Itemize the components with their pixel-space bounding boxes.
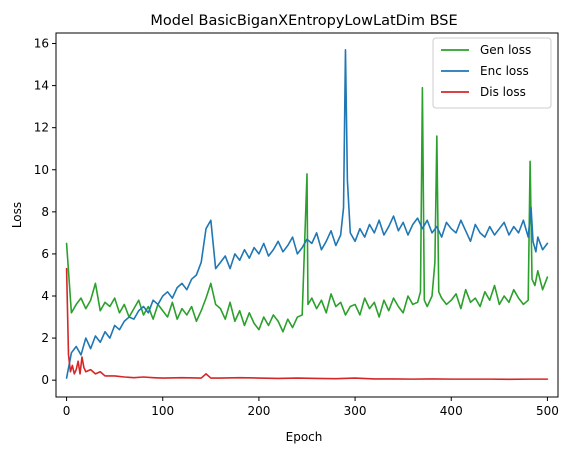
legend: Gen loss Enc loss Dis loss: [432, 37, 552, 109]
chart-title: Model BasicBiganXEntropyLowLatDim BSE: [150, 13, 457, 29]
legend-label: Enc loss: [480, 64, 529, 78]
plot-frame: [55, 32, 559, 398]
y-axis-ticks: 0 2 4 6 8 10 12 14 16: [34, 37, 56, 387]
x-tick-label: 300: [344, 404, 367, 418]
legend-entries: Gen loss Enc loss Dis loss: [441, 43, 531, 99]
x-tick-label: 0: [63, 404, 71, 418]
y-tick-label: 4: [41, 289, 49, 303]
x-tick-label: 100: [151, 404, 174, 418]
legend-label: Dis loss: [480, 85, 526, 99]
x-tick-label: 200: [247, 404, 270, 418]
x-axis-ticks: 0 100 200 300 400 500: [63, 397, 559, 418]
series-line-enc-loss: [65, 49, 549, 379]
y-tick-label: 14: [34, 79, 49, 93]
legend-label: Gen loss: [480, 43, 531, 57]
series-line-dis-loss: [65, 267, 549, 381]
y-tick-label: 0: [41, 373, 49, 387]
y-tick-label: 12: [34, 121, 49, 135]
x-tick-label: 400: [440, 404, 463, 418]
y-tick-label: 8: [41, 205, 49, 219]
y-tick-label: 10: [34, 163, 49, 177]
plot-series: [65, 49, 549, 381]
y-tick-label: 2: [41, 331, 49, 345]
legend-box: [432, 37, 552, 109]
x-axis-title: Epoch: [286, 430, 323, 444]
y-tick-label: 6: [41, 247, 49, 261]
x-tick-label: 500: [536, 404, 559, 418]
series-line-gen-loss: [65, 86, 549, 333]
y-tick-label: 16: [34, 37, 49, 51]
y-axis-title: Loss: [10, 202, 24, 228]
